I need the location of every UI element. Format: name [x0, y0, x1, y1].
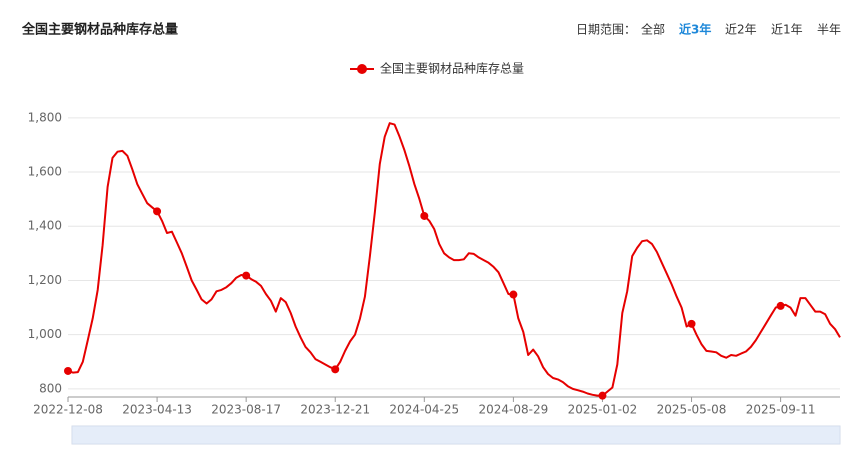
x-tick-label: 2022-12-08	[33, 403, 103, 417]
legend-label[interactable]: 全国主要钢材品种库存总量	[380, 61, 524, 76]
point[interactable]	[331, 365, 340, 374]
x-tick-label: 2024-04-25	[389, 403, 459, 417]
point[interactable]	[420, 211, 429, 220]
point[interactable]	[509, 290, 518, 299]
line	[67, 122, 841, 397]
x-tick-label: 2024-08-29	[479, 403, 549, 417]
point[interactable]	[687, 319, 696, 328]
chart-title: 全国主要钢材品种库存总量	[21, 22, 178, 38]
point[interactable]	[153, 207, 162, 216]
point[interactable]	[242, 271, 251, 280]
range-button[interactable]: 全部	[641, 22, 665, 37]
x-tick-label: 2023-04-13	[122, 403, 192, 417]
x-tick-label: 2025-05-08	[657, 403, 727, 417]
y-tick-label: 1,200	[28, 273, 62, 287]
x-tick-label: 2025-09-11	[746, 403, 816, 417]
zoom-window[interactable]	[72, 426, 840, 444]
range-button[interactable]: 半年	[817, 23, 841, 37]
y-tick-label: 800	[39, 381, 62, 395]
y-tick-label: 1,800	[28, 110, 62, 124]
point[interactable]	[776, 301, 785, 310]
x-tick-label: 2023-08-17	[211, 403, 281, 417]
legend-marker	[357, 64, 367, 74]
y-tick-label: 1,600	[28, 165, 62, 179]
range-button[interactable]: 近2年	[725, 23, 757, 37]
x-tick-label: 2025-01-02	[568, 403, 638, 417]
x-tick-label: 2023-12-21	[300, 403, 370, 417]
point[interactable]	[598, 391, 607, 400]
y-tick-label: 1,400	[28, 219, 62, 233]
y-tick-label: 1,000	[28, 327, 62, 341]
range-button[interactable]: 近3年	[679, 22, 711, 37]
range-button[interactable]: 近1年	[771, 23, 803, 37]
date-range-label: 日期范围：	[576, 23, 636, 37]
point[interactable]	[64, 366, 72, 375]
